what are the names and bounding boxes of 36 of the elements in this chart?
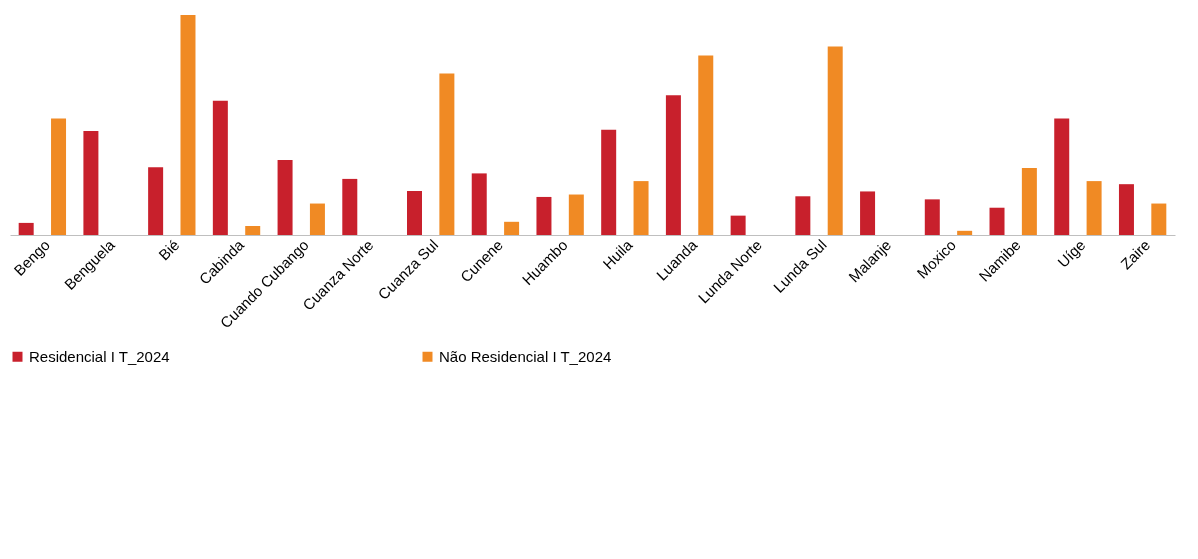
bar	[1086, 181, 1102, 235]
bar	[504, 221, 520, 235]
bar	[309, 203, 325, 235]
bar	[342, 178, 358, 235]
bar	[568, 194, 584, 235]
bar	[924, 199, 940, 235]
legend-label: Residencial I T_2024	[29, 347, 170, 365]
bar	[471, 173, 487, 235]
bar	[698, 55, 714, 235]
bar	[827, 46, 843, 235]
bar	[148, 167, 164, 235]
bar	[1118, 184, 1134, 235]
x-tick-label: Bié	[155, 236, 183, 264]
bar	[730, 215, 746, 235]
bar	[536, 196, 552, 235]
bar	[989, 207, 1005, 235]
bar	[18, 222, 34, 235]
bar	[277, 159, 293, 235]
bar	[1054, 118, 1070, 235]
x-tick-label: Uíge	[1054, 236, 1089, 271]
bar	[633, 181, 649, 235]
bar	[407, 191, 423, 235]
bar	[665, 95, 681, 235]
bar	[860, 191, 876, 235]
bar	[795, 196, 811, 235]
bar	[439, 73, 455, 235]
bar	[245, 225, 261, 235]
bar	[212, 100, 228, 235]
bar	[83, 130, 99, 235]
bar	[51, 118, 67, 235]
bar	[1021, 167, 1037, 235]
bar	[180, 15, 196, 235]
legend-label: Não Residencial I T_2024	[439, 347, 612, 365]
bar	[601, 129, 617, 235]
bar	[957, 230, 973, 235]
bar	[1151, 203, 1167, 235]
